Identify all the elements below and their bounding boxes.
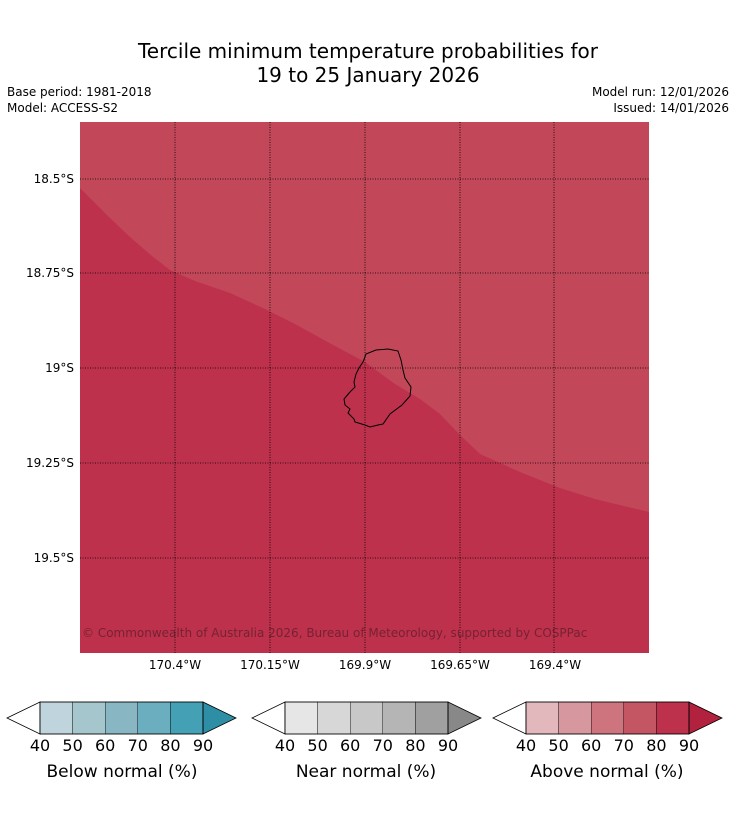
colorbar-tick-label: 50 [548, 736, 569, 755]
colorbar-segment [656, 701, 690, 735]
map-title-line1: Tercile minimum temperature probabilitie… [137, 39, 599, 63]
colorbar-segment [284, 701, 318, 735]
lon-label-169-4: 169.4°W [528, 658, 582, 672]
colorbar-segment [623, 701, 657, 735]
colorbar-segment [382, 701, 416, 735]
colorbar-segment [137, 701, 171, 735]
lat-label-19-25: 19.25°S [26, 456, 74, 470]
copyright-notice: © Commonwealth of Australia 2026, Bureau… [82, 626, 588, 640]
colorbar-tick-label: 70 [127, 736, 148, 755]
lon-label-170-4: 170.4°W [148, 658, 202, 672]
issued-date: Issued: 14/01/2026 [613, 101, 729, 115]
colorbar-segment [317, 701, 351, 735]
map-title-line2: 19 to 25 January 2026 [256, 63, 480, 87]
colorbar-segment [415, 701, 449, 735]
colorbar-segment [350, 701, 384, 735]
colorbar-tick-label: 50 [307, 736, 328, 755]
colorbar-segment [558, 701, 592, 735]
lat-label-18-5: 18.5°S [33, 172, 74, 186]
colorbar-label-near: Near normal (%) [295, 762, 437, 782]
colorbar-outline [39, 701, 204, 735]
colorbar-extend-low [492, 701, 527, 735]
colorbar-tick-label: 90 [678, 736, 700, 755]
colorbar-extend-high [202, 701, 237, 735]
colorbar-below-normal [6, 701, 237, 735]
colorbar-extend-high [688, 701, 723, 735]
colorbars [6, 701, 723, 735]
gridlines [80, 122, 649, 653]
lon-label-170-15: 170.15°W [240, 658, 300, 672]
colorbar-tick-label: 40 [274, 736, 296, 755]
colorbar-segment [104, 701, 138, 735]
colorbar-label-above: Above normal (%) [530, 762, 684, 782]
lat-label-19-5: 19.5°S [33, 551, 74, 565]
colorbar-segment [591, 701, 625, 735]
colorbar-tick-label: 60 [95, 736, 116, 755]
colorbar-tick-label: 70 [372, 736, 393, 755]
colorbar-tick-label: 60 [340, 736, 361, 755]
colorbar-extend-low [6, 701, 41, 735]
colorbar-outline [525, 701, 690, 735]
lon-label-169-9: 169.9°W [338, 658, 392, 672]
colorbar-tick-label: 90 [192, 736, 214, 755]
colorbar-label-below: Below normal (%) [46, 762, 198, 782]
colorbar-tick-label: 70 [613, 736, 634, 755]
colorbar-segment [39, 701, 73, 735]
colorbar-extend-high [447, 701, 482, 735]
colorbar-tick-label: 80 [405, 736, 426, 755]
colorbar-above-normal [492, 701, 723, 735]
colorbar-outline [284, 701, 449, 735]
lon-label-169-65: 169.65°W [430, 658, 490, 672]
map-panel [80, 122, 649, 653]
colorbar-segment [170, 701, 204, 735]
lat-label-19: 19°S [45, 361, 74, 375]
colorbar-tick-label: 80 [646, 736, 667, 755]
colorbar-segment [72, 701, 106, 735]
probability-field-70 [80, 122, 649, 512]
colorbar-tick-label: 90 [437, 736, 459, 755]
colorbar-extend-low [251, 701, 286, 735]
colorbar-tick-label: 60 [581, 736, 602, 755]
lat-label-18-75: 18.75°S [26, 266, 74, 280]
colorbar-tick-label: 40 [515, 736, 537, 755]
model-name: Model: ACCESS-S2 [7, 101, 119, 115]
colorbar-tick-label: 80 [160, 736, 181, 755]
colorbar-tick-label: 50 [62, 736, 83, 755]
base-period: Base period: 1981-2018 [7, 85, 152, 99]
colorbar-tick-label: 40 [29, 736, 51, 755]
colorbar-segment [525, 701, 559, 735]
island-coastline [343, 348, 412, 428]
colorbar-near-normal [251, 701, 482, 735]
model-run-date: Model run: 12/01/2026 [591, 85, 729, 99]
